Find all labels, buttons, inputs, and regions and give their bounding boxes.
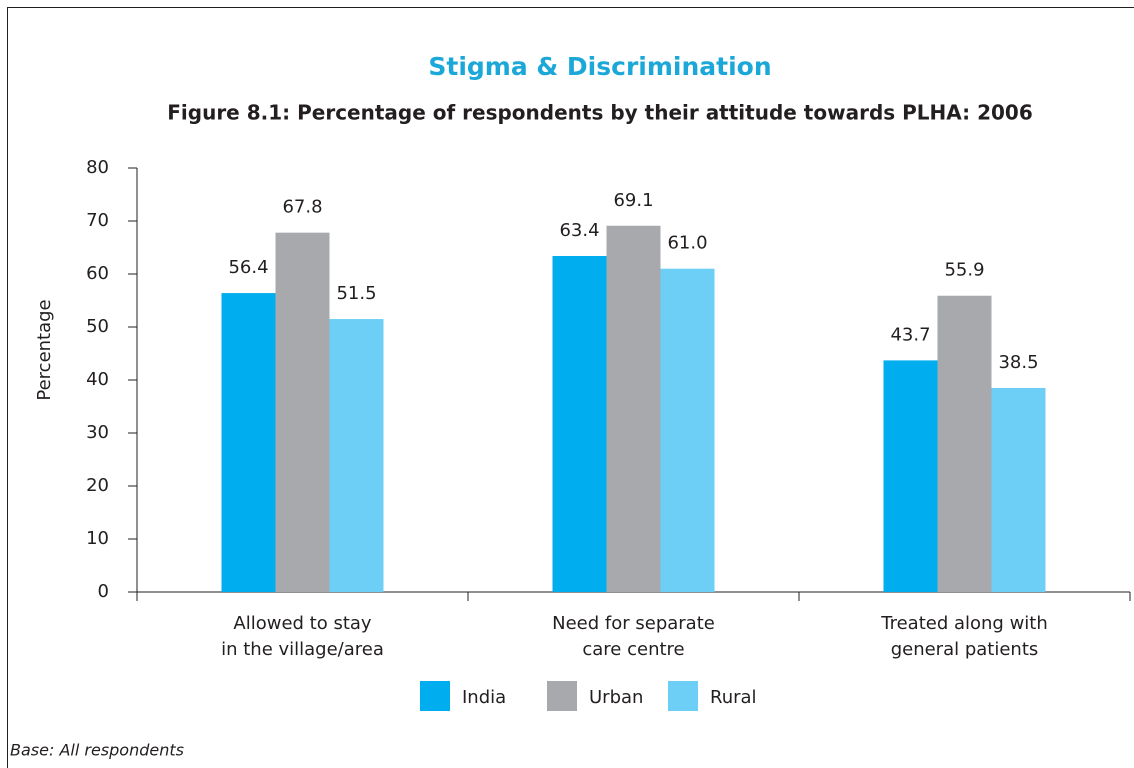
bar <box>991 387 1046 592</box>
chart-subtitle: Figure 8.1: Percentage of respondents by… <box>167 101 1033 125</box>
y-tick-label: 60 <box>86 263 109 284</box>
bar <box>221 293 276 592</box>
x-tick-label: Allowed to stay <box>233 613 372 634</box>
legend-swatch <box>420 681 450 711</box>
y-tick-label: 10 <box>86 528 109 549</box>
bar <box>606 225 661 592</box>
bar <box>660 268 715 592</box>
bar <box>275 232 330 592</box>
chart-title: Stigma & Discrimination <box>428 52 771 81</box>
value-label: 67.8 <box>282 197 322 218</box>
value-label: 63.4 <box>559 220 599 241</box>
bar <box>937 295 992 592</box>
frame <box>7 7 1134 768</box>
y-tick-label: 80 <box>86 157 109 178</box>
y-tick-label: 40 <box>86 369 109 390</box>
value-label: 38.5 <box>998 352 1038 373</box>
legend-label: Rural <box>710 687 757 708</box>
bar <box>329 319 384 592</box>
value-label: 43.7 <box>890 324 930 345</box>
legend-swatch <box>547 681 577 711</box>
x-tick-label: general patients <box>891 639 1039 660</box>
y-axis-label: Percentage <box>34 299 55 400</box>
y-tick-label: 50 <box>86 316 109 337</box>
value-label: 61.0 <box>667 233 707 254</box>
x-tick-label: Treated along with <box>880 613 1048 634</box>
legend-label: India <box>462 687 506 708</box>
y-tick-label: 0 <box>98 581 109 602</box>
legend-swatch <box>668 681 698 711</box>
value-label: 51.5 <box>336 283 376 304</box>
note: Base: All respondents <box>10 741 184 760</box>
value-label: 69.1 <box>613 190 653 211</box>
x-tick-label: care centre <box>582 639 684 660</box>
x-tick-label: in the village/area <box>221 639 384 660</box>
bar <box>883 360 938 592</box>
y-tick-label: 30 <box>86 422 109 443</box>
x-tick-label: Need for separate <box>552 613 715 634</box>
value-label: 56.4 <box>228 257 268 278</box>
legend-label: Urban <box>589 687 643 708</box>
y-tick-label: 20 <box>86 475 109 496</box>
bar <box>552 255 607 593</box>
y-tick-label: 70 <box>86 210 109 231</box>
value-label: 55.9 <box>944 260 984 281</box>
